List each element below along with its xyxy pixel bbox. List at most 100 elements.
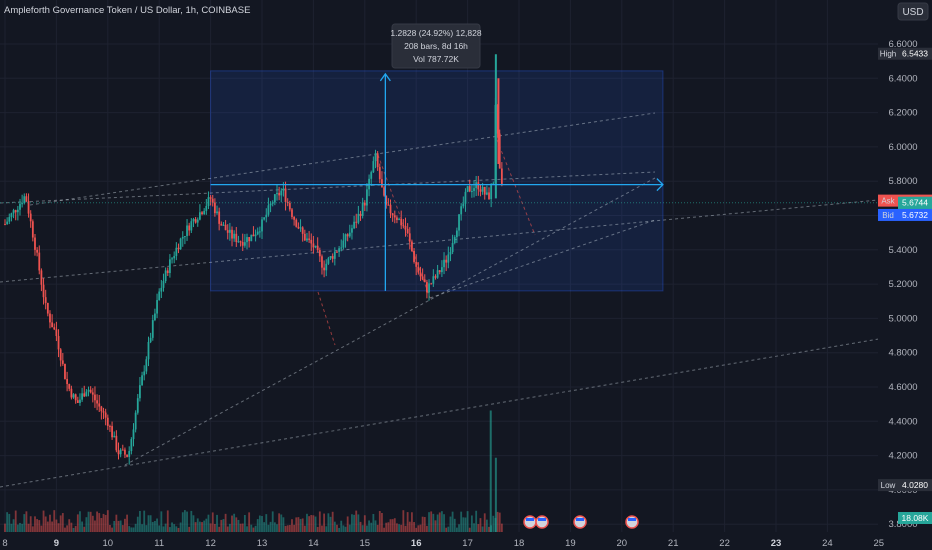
- volume-bar: [49, 514, 51, 532]
- candle-body: [477, 182, 480, 190]
- candle-body: [16, 209, 19, 213]
- volume-bar: [374, 520, 377, 532]
- volume-bar: [396, 523, 398, 532]
- candle-body: [336, 251, 338, 253]
- candle-body: [184, 236, 186, 238]
- volume-bar: [8, 513, 11, 532]
- candle-body: [428, 283, 430, 293]
- volume-bar: [106, 510, 109, 532]
- candle-body: [449, 252, 452, 255]
- candle-body: [312, 243, 315, 248]
- candle-body: [485, 192, 488, 195]
- event-flag-stripe: [526, 518, 534, 521]
- time-axis[interactable]: [0, 534, 932, 550]
- trendline-long[interactable]: [0, 329, 932, 488]
- candle-body: [31, 221, 34, 238]
- candle-body: [291, 209, 293, 217]
- volume-bar: [460, 511, 463, 532]
- candle-body: [286, 201, 289, 203]
- candle-body: [301, 227, 304, 234]
- volume-bar: [419, 524, 422, 532]
- event-flag-icon[interactable]: [523, 515, 537, 529]
- volume-bar: [447, 526, 450, 532]
- event-flag-stripe: [538, 518, 546, 521]
- event-flag-icon[interactable]: [625, 515, 639, 529]
- price-tick-label: 6.0000: [888, 142, 917, 153]
- volume-bar: [4, 523, 6, 532]
- volume-bar: [286, 525, 289, 532]
- candle-body: [19, 203, 21, 210]
- volume-bar: [475, 510, 478, 532]
- candle-body: [331, 256, 334, 259]
- volume-bar: [243, 514, 246, 532]
- trendline-rising[interactable]: [429, 219, 656, 299]
- volume-bar: [175, 526, 178, 532]
- candle-body: [363, 202, 366, 206]
- candle-body: [83, 393, 86, 397]
- candle-body: [102, 411, 105, 413]
- candle-body: [8, 217, 11, 222]
- event-flag-icon[interactable]: [535, 515, 549, 529]
- volume-bar: [479, 518, 482, 532]
- volume-bar: [338, 527, 340, 532]
- candle-body: [149, 337, 152, 342]
- volume-bar: [246, 526, 248, 532]
- volume-bar: [14, 510, 17, 532]
- volume-bar: [132, 527, 135, 532]
- volume-bar: [269, 521, 272, 532]
- candle-body: [177, 247, 180, 250]
- candle-body: [121, 449, 124, 451]
- trendline-resistance[interactable]: [0, 171, 656, 204]
- measure-box[interactable]: [210, 70, 664, 292]
- bid-badge-label: Bid: [882, 211, 894, 220]
- volume-bar: [19, 522, 21, 532]
- candle-body: [188, 225, 191, 231]
- candle-body: [216, 211, 218, 214]
- volume-bar: [51, 521, 54, 532]
- candle-body: [383, 187, 385, 196]
- price-axis[interactable]: [878, 0, 932, 550]
- trendline-support[interactable]: [124, 177, 656, 466]
- candle-body: [139, 385, 141, 399]
- candle-body: [256, 231, 259, 235]
- volume-bar: [79, 511, 81, 532]
- time-tick-label: 19: [565, 538, 576, 549]
- candle-body: [284, 188, 287, 202]
- candle-body: [224, 224, 227, 231]
- volume-bar: [94, 520, 96, 532]
- volume-bar: [6, 512, 9, 532]
- candle-body: [453, 237, 456, 244]
- candle-body: [27, 201, 30, 214]
- volume-bar: [89, 511, 92, 532]
- candle-body: [145, 359, 148, 372]
- candle-body: [196, 219, 199, 223]
- candle-body: [64, 363, 66, 379]
- candle-body: [29, 213, 32, 222]
- price-tick-label: 4.2000: [888, 451, 917, 462]
- low-badge-label: Low: [881, 481, 896, 490]
- volume-bar: [188, 526, 191, 532]
- event-flag-icon[interactable]: [573, 515, 587, 529]
- volume-bar: [357, 514, 360, 532]
- trendline-lower-channel[interactable]: [0, 199, 879, 283]
- candle-body: [248, 237, 251, 242]
- candle-body: [413, 251, 415, 262]
- time-tick-label: 8: [2, 538, 7, 549]
- volume-bar: [383, 527, 385, 532]
- candle-body: [23, 196, 26, 204]
- currency-button[interactable]: [897, 2, 929, 21]
- volume-bar: [141, 524, 143, 532]
- volume-bar: [233, 513, 236, 532]
- candle-body: [115, 435, 118, 451]
- candle-body: [426, 282, 428, 293]
- volume-bar: [295, 517, 298, 532]
- candle-body: [408, 233, 411, 242]
- volume-bar: [355, 510, 358, 532]
- candle-body: [205, 205, 208, 211]
- candle-body: [250, 234, 253, 242]
- candle-body: [314, 245, 317, 248]
- volume-bar: [312, 515, 315, 532]
- candle-body: [419, 272, 422, 277]
